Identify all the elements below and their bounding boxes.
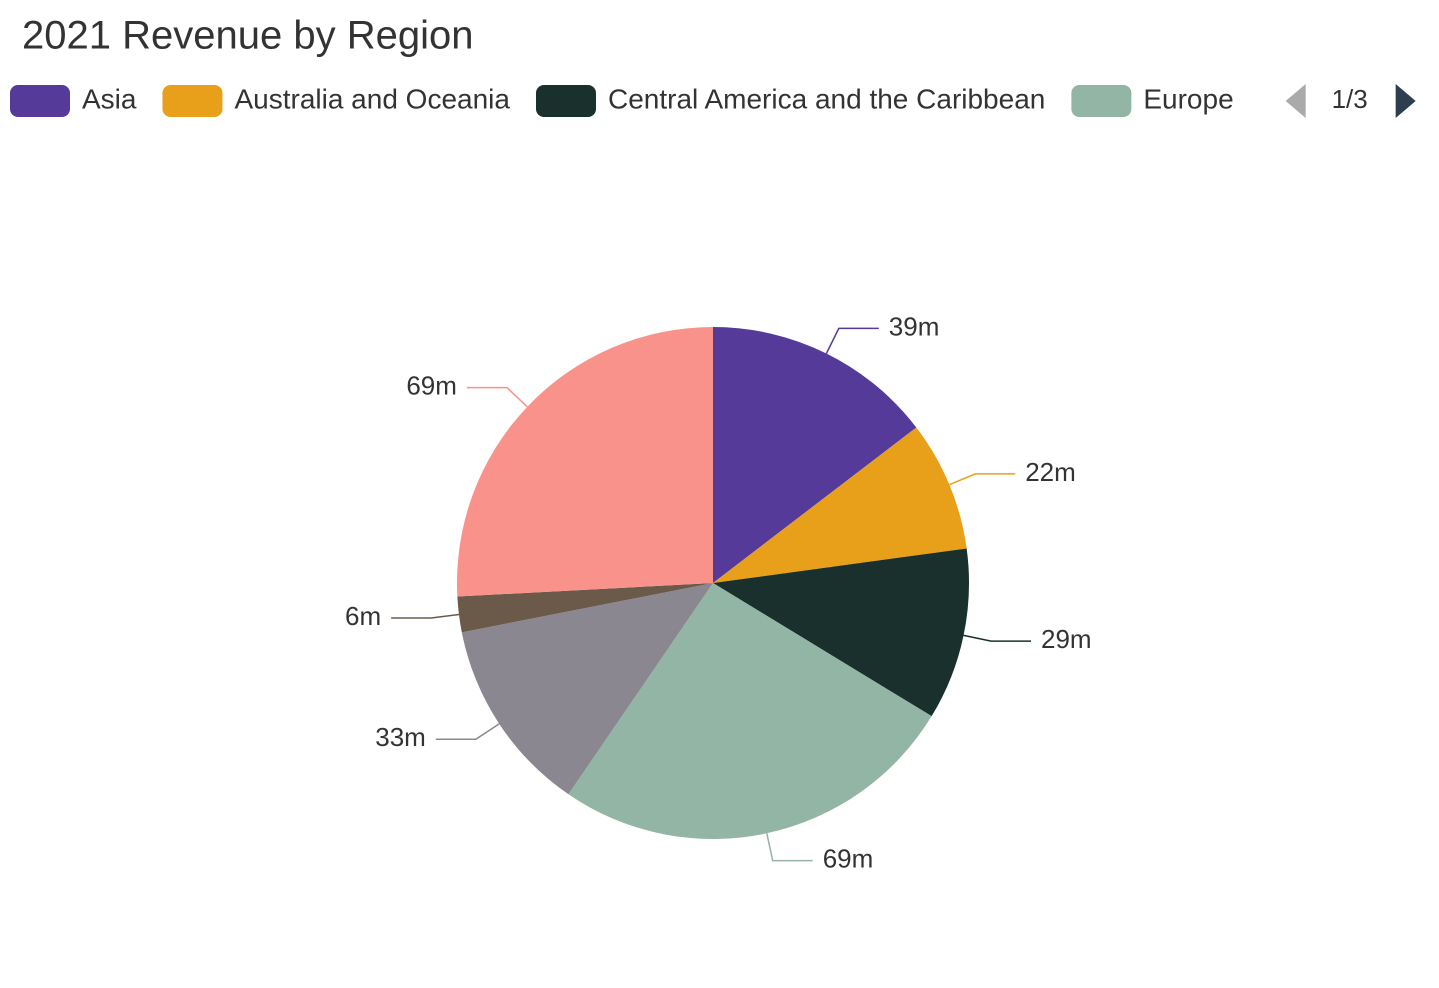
pie-slice: [713, 427, 967, 583]
legend-swatch: [1071, 85, 1132, 117]
data-label: 6m: [345, 601, 381, 631]
pie-slice: [713, 548, 969, 717]
pie-slice: [457, 327, 713, 597]
legend-swatch: [162, 85, 223, 117]
data-label: 22m: [1025, 457, 1076, 487]
legend-prev[interactable]: [1285, 84, 1306, 118]
legend-swatch: [10, 85, 70, 117]
leader-line: [435, 723, 500, 740]
chart-title: 2021 Revenue by Region: [22, 14, 473, 58]
leader-line: [825, 327, 879, 354]
pie-slice: [713, 327, 917, 583]
data-label: 33m: [375, 722, 426, 752]
data-label: 29m: [1041, 624, 1092, 654]
leader-line: [466, 386, 528, 408]
legend: Asia Australia and Oceania Central America…: [10, 83, 1416, 118]
legend-label[interactable]: Europe: [1143, 83, 1233, 114]
legend-label[interactable]: Australia and Oceania: [234, 83, 510, 114]
data-label: 69m: [823, 844, 874, 874]
pie-slice: [461, 583, 713, 795]
pie-slice: [568, 583, 932, 839]
legend-next[interactable]: [1395, 84, 1416, 118]
legend-swatch: [535, 85, 596, 117]
leader-line: [391, 613, 460, 619]
legend-label[interactable]: Asia: [82, 83, 137, 114]
leader-line: [766, 833, 813, 862]
legend-page: 1/3: [1332, 84, 1368, 114]
leader-line: [949, 473, 1016, 486]
data-label: 69m: [406, 370, 457, 400]
leader-line: [963, 634, 1031, 642]
data-label: 39m: [889, 311, 940, 341]
pie-slice: [457, 583, 713, 633]
legend-label[interactable]: Central America and the Caribbean: [608, 83, 1045, 114]
